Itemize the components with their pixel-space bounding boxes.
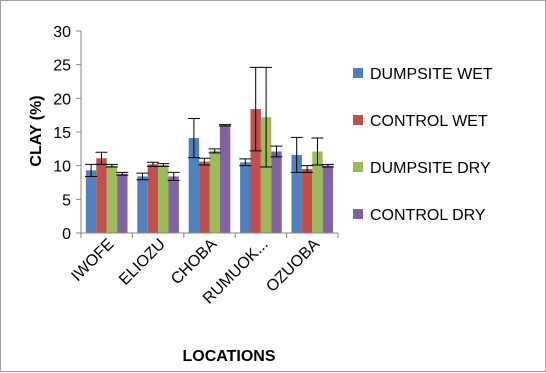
bar-control-dry-3 (271, 151, 282, 233)
error-bar (208, 148, 221, 154)
error-bar (167, 171, 180, 181)
legend-swatch (353, 68, 363, 78)
bar-dumpsite-dry-3 (260, 117, 272, 233)
error-bar (116, 171, 129, 176)
error-bar (239, 158, 252, 167)
axes-layer (76, 30, 339, 238)
bar-control-dry-0 (117, 173, 128, 233)
x-tick-label: ELIOZU (116, 236, 169, 289)
y-tick-label: 0 (62, 226, 71, 243)
error-bar (219, 124, 232, 127)
error-bar (249, 66, 262, 152)
y-tick-label: 5 (62, 192, 71, 209)
x-tick-label: IWOFE (68, 236, 117, 285)
legend-label: DUMPSITE DRY (370, 160, 491, 177)
error-bar (270, 145, 283, 158)
bar-control-dry-4 (322, 165, 334, 233)
bar-control-wet-3 (250, 109, 261, 233)
error-bar (157, 163, 170, 167)
legend-label: CONTROL DRY (370, 207, 486, 224)
bar-control-wet-2 (199, 161, 210, 233)
error-bar (321, 163, 334, 168)
error-bar (198, 157, 211, 166)
bar-dumpsite-wet-3 (240, 162, 251, 233)
error-bar (146, 161, 159, 167)
bar-dumpsite-dry-4 (312, 151, 323, 233)
error-bar (136, 172, 149, 181)
bar-dumpsite-dry-0 (106, 165, 118, 233)
legend-swatch (353, 115, 363, 125)
y-axis-title: CLAY (%) (28, 95, 45, 166)
bar-control-wet-1 (147, 164, 159, 233)
y-tick-label: 25 (53, 58, 71, 75)
y-tick-label: 15 (53, 125, 71, 142)
y-tick-labels: 0 5 10 15 20 25 30 (53, 24, 71, 243)
error-bar (301, 165, 314, 173)
y-tick-label: 30 (53, 24, 71, 41)
bar-control-wet-0 (96, 158, 107, 233)
bar-dumpsite-wet-4 (291, 154, 302, 233)
y-tick-label: 10 (53, 159, 71, 176)
bar-control-dry-1 (168, 176, 179, 233)
bars-layer (85, 109, 334, 233)
legend-label: CONTROL WET (370, 113, 488, 130)
bar-dumpsite-dry-1 (158, 164, 169, 233)
bar-control-wet-4 (301, 169, 313, 233)
legend-label: DUMPSITE WET (370, 66, 493, 83)
legend: DUMPSITE WET CONTROL WET DUMPSITE DRY CONTR… (353, 66, 493, 224)
error-bar (85, 163, 98, 177)
error-bars-layer (85, 66, 334, 181)
x-tick-label: CHOBA (168, 236, 220, 288)
error-bar (290, 136, 303, 173)
bar-dumpsite-wet-0 (85, 170, 97, 233)
error-bar (187, 118, 200, 159)
x-axis-title: LOCATIONS (182, 348, 275, 365)
y-tick-label: 20 (53, 91, 71, 108)
bar-dumpsite-dry-2 (209, 150, 220, 233)
error-bar (95, 151, 108, 165)
legend-swatch (353, 162, 363, 172)
bar-dumpsite-wet-2 (188, 138, 200, 233)
error-bar (311, 137, 324, 166)
error-bar (105, 163, 118, 168)
x-tick-label: OZUOBA (263, 236, 323, 296)
error-bar (260, 66, 273, 168)
bar-dumpsite-wet-1 (137, 176, 148, 233)
bar-control-dry-2 (219, 125, 231, 233)
legend-swatch (353, 209, 363, 219)
